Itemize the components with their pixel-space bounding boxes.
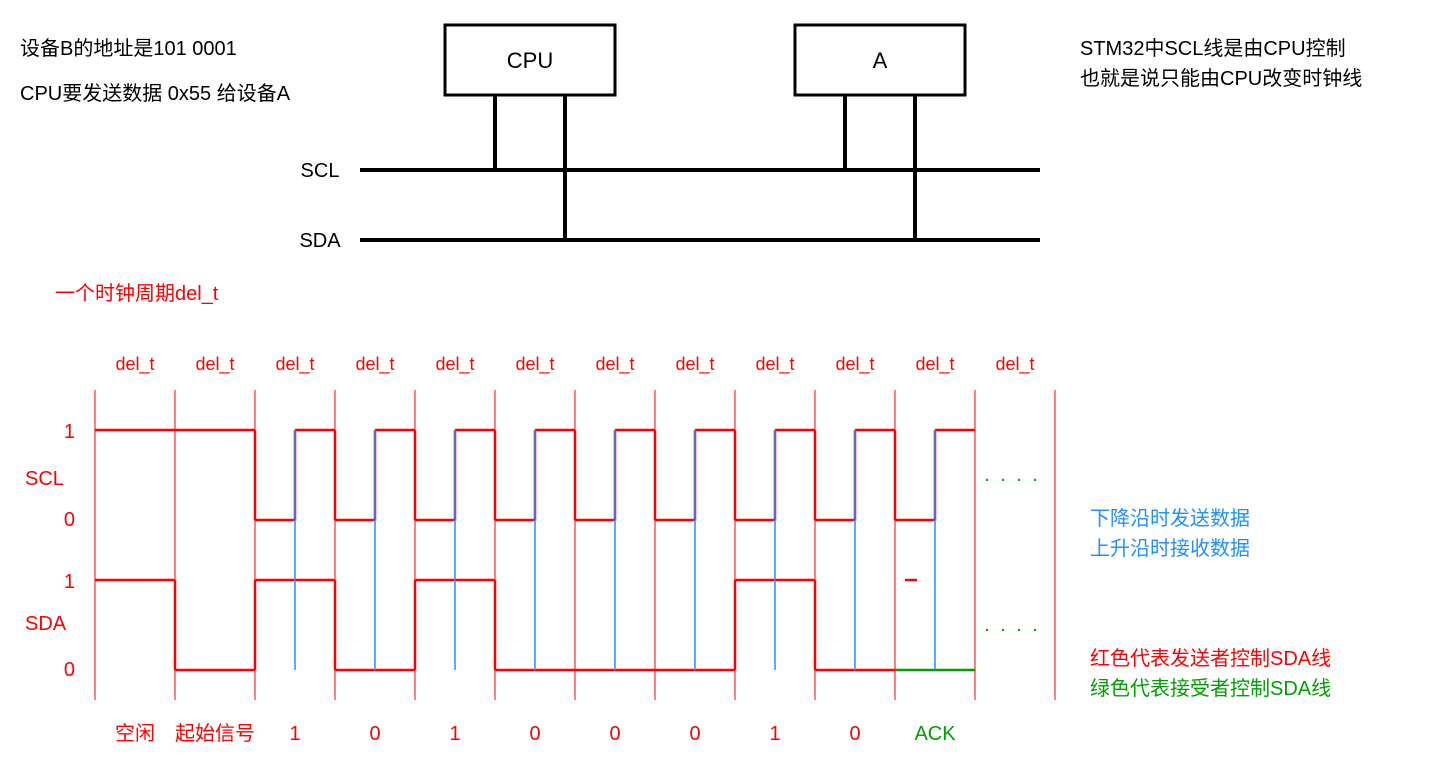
top-text-3: 也就是说只能由CPU改变时钟线 bbox=[1080, 67, 1362, 90]
delt-label-11: del_t bbox=[995, 354, 1034, 375]
bit-label-7: 0 bbox=[689, 723, 700, 745]
scl-dots-1: . bbox=[1000, 464, 1006, 486]
delt-label-9: del_t bbox=[835, 354, 874, 375]
delt-label-6: del_t bbox=[595, 354, 634, 375]
top-text-1: CPU要发送数据 0x55 给设备A bbox=[20, 82, 291, 105]
scl-1-mark: 1 bbox=[64, 421, 75, 443]
sda-dots-1: . bbox=[1000, 614, 1006, 636]
sda-dots-2: . bbox=[1016, 614, 1022, 636]
note-0: 下降沿时发送数据 bbox=[1090, 507, 1250, 530]
delt-label-4: del_t bbox=[435, 354, 474, 375]
note-2: 红色代表发送者控制SDA线 bbox=[1090, 647, 1331, 670]
sda-bus-label: SDA bbox=[299, 230, 341, 252]
sda-dots-3: . bbox=[1032, 614, 1038, 636]
bit-label-6: 0 bbox=[609, 723, 620, 745]
delt-label-5: del_t bbox=[515, 354, 554, 375]
bit-label-2: 1 bbox=[289, 723, 300, 745]
bit-label-0: 空闲 bbox=[115, 722, 155, 745]
cpu-label: CPU bbox=[507, 48, 553, 73]
scl-0-mark: 0 bbox=[64, 509, 75, 531]
delt-label-2: del_t bbox=[275, 354, 314, 375]
top-text-2: STM32中SCL线是由CPU控制 bbox=[1080, 37, 1346, 60]
bit-label-3: 0 bbox=[369, 723, 380, 745]
a-label: A bbox=[873, 48, 888, 73]
scl-dots-2: . bbox=[1016, 464, 1022, 486]
bit-label-1: 起始信号 bbox=[175, 722, 255, 745]
scl-dots-0: . bbox=[984, 464, 990, 486]
bit-label-5: 0 bbox=[529, 723, 540, 745]
timing-title: 一个时钟周期del_t bbox=[55, 282, 219, 305]
delt-label-7: del_t bbox=[675, 354, 714, 375]
bit-label-8: 1 bbox=[769, 723, 780, 745]
delt-label-0: del_t bbox=[115, 354, 154, 375]
note-3: 绿色代表接受者控制SDA线 bbox=[1090, 677, 1331, 700]
scl-dots-3: . bbox=[1032, 464, 1038, 486]
top-text-0: 设备B的地址是101 0001 bbox=[20, 37, 237, 60]
sda-axis-label: SDA bbox=[25, 613, 67, 635]
sda-dots-0: . bbox=[984, 614, 990, 636]
sda-0-mark: 0 bbox=[64, 659, 75, 681]
note-1: 上升沿时接收数据 bbox=[1090, 537, 1250, 560]
bit-label-10: ACK bbox=[914, 723, 956, 745]
delt-label-1: del_t bbox=[195, 354, 234, 375]
scl-axis-label: SCL bbox=[25, 468, 64, 490]
scl-bus-label: SCL bbox=[301, 160, 340, 182]
delt-label-8: del_t bbox=[755, 354, 794, 375]
bit-label-4: 1 bbox=[449, 723, 460, 745]
delt-label-10: del_t bbox=[915, 354, 954, 375]
delt-label-3: del_t bbox=[355, 354, 394, 375]
sda-1-mark: 1 bbox=[64, 571, 75, 593]
bit-label-9: 0 bbox=[849, 723, 860, 745]
